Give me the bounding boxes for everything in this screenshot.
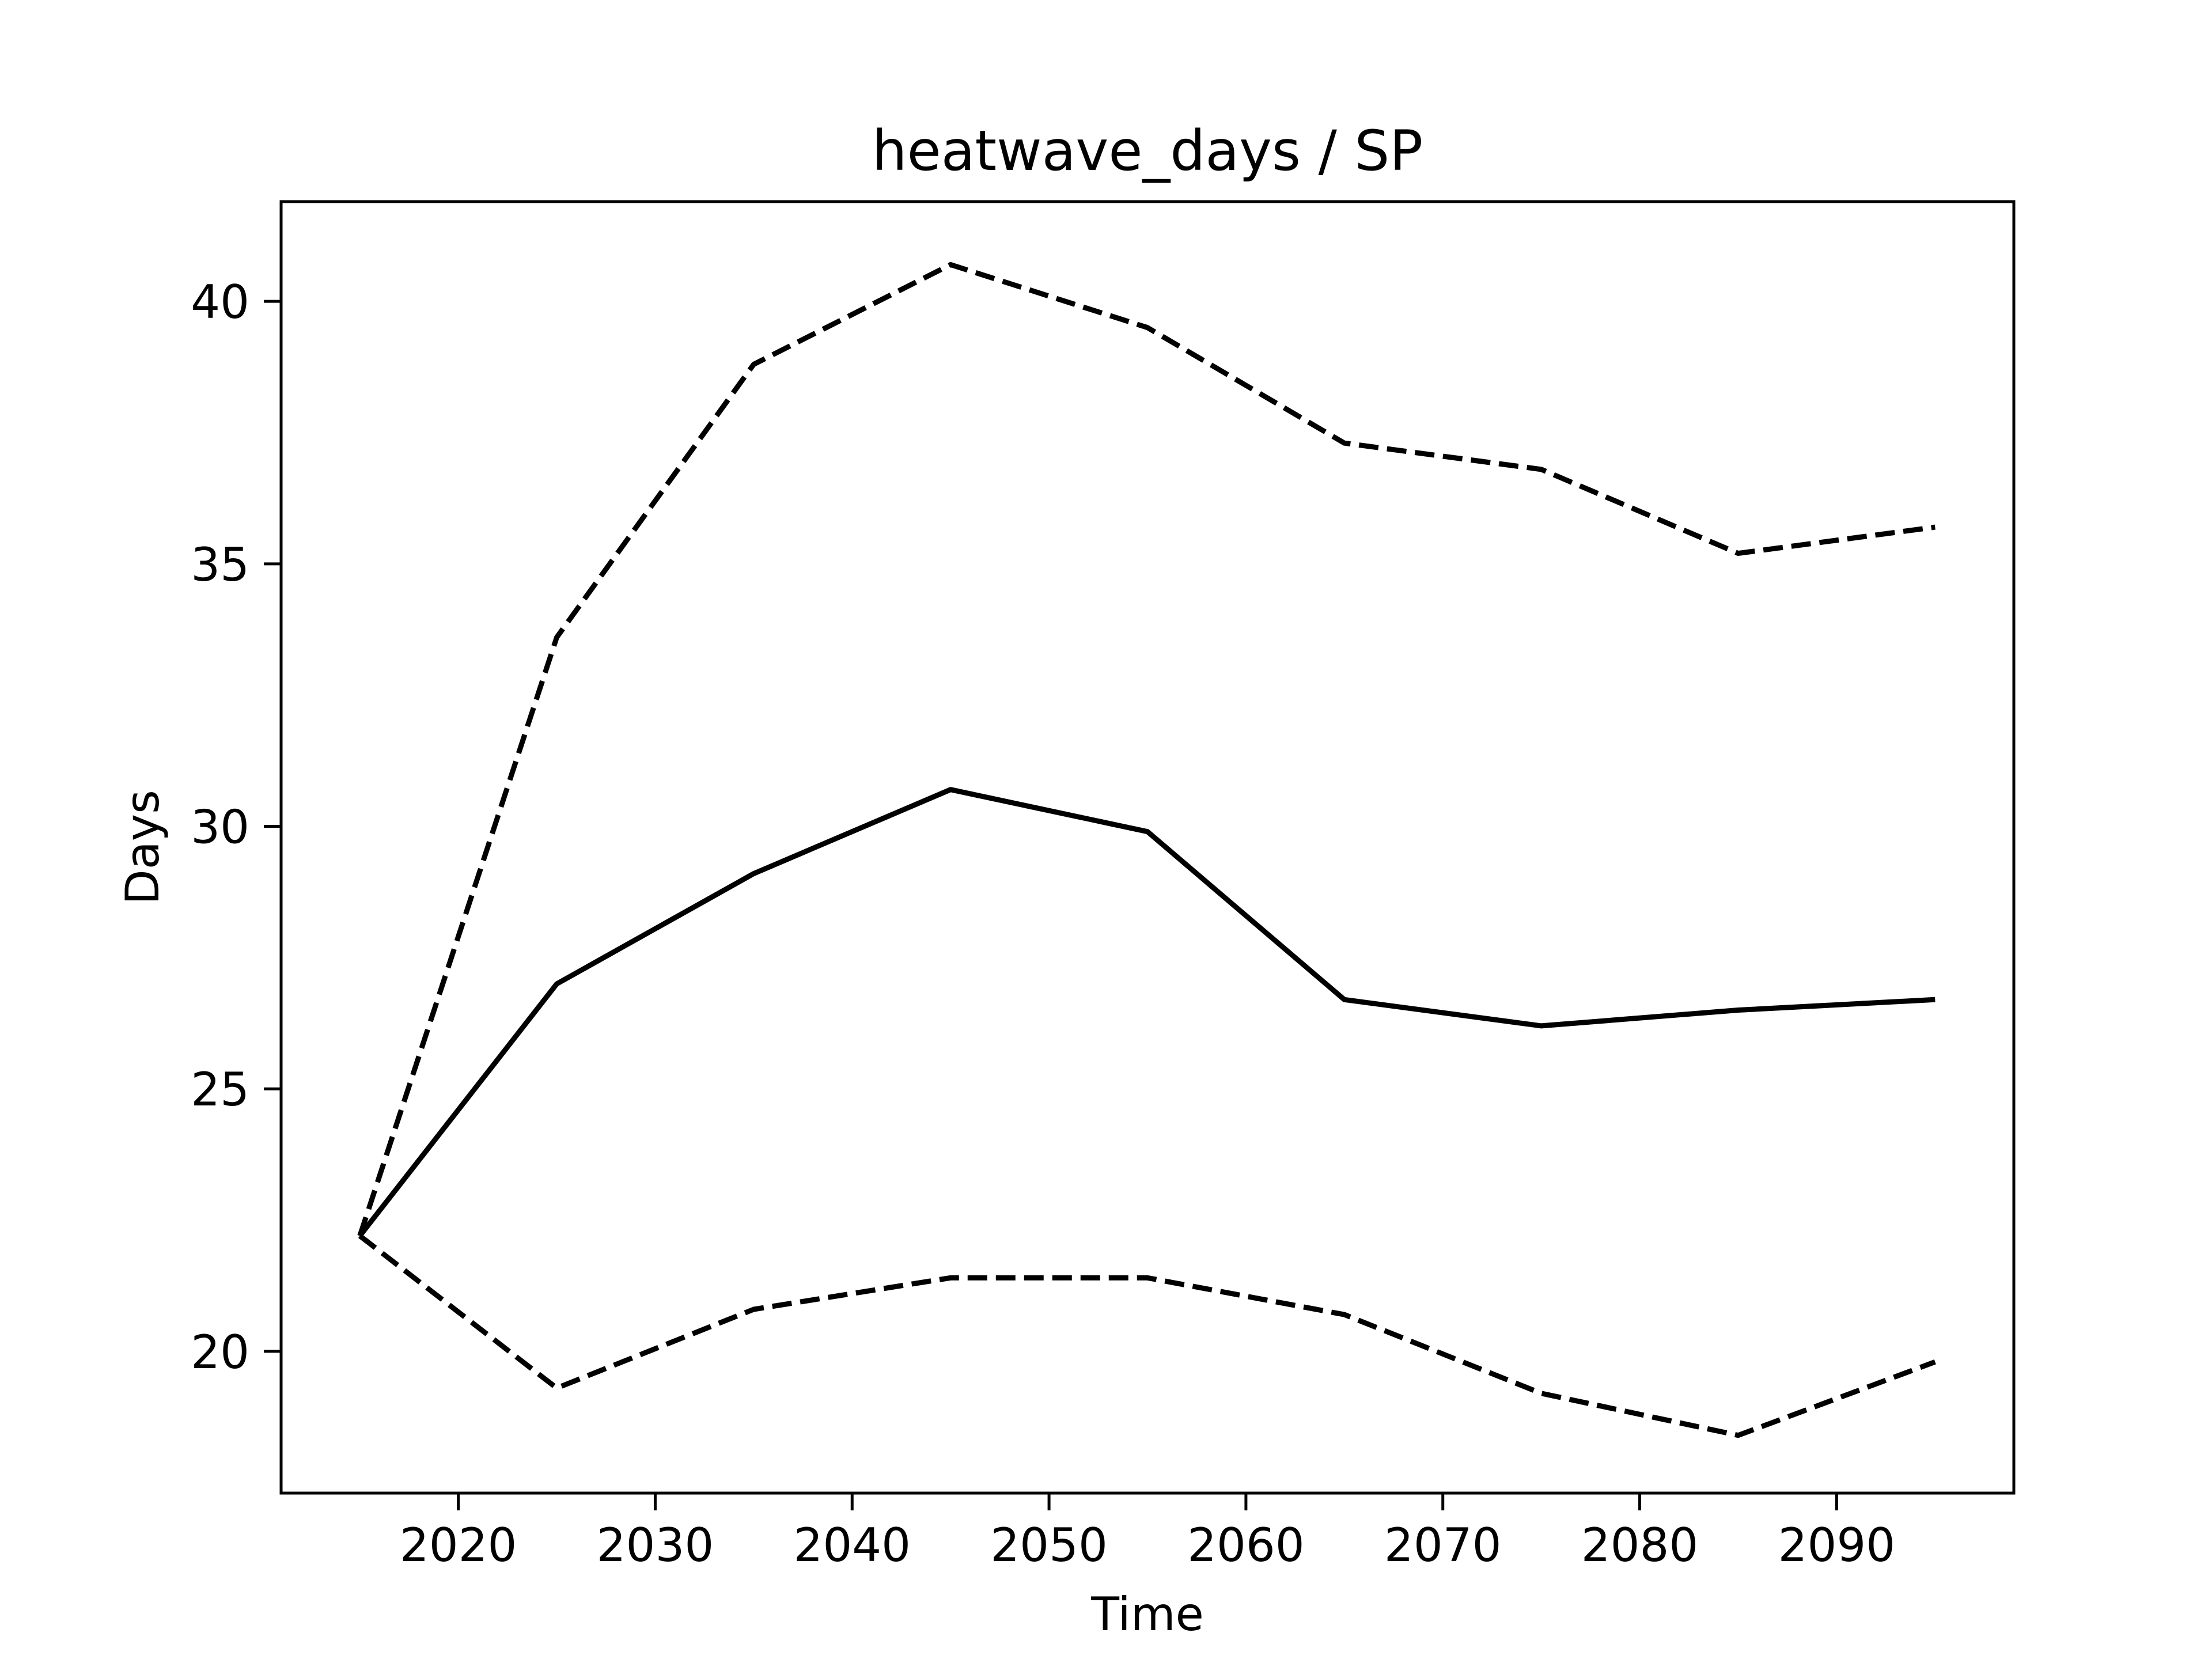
dashed-series-line-2: [358, 1233, 1936, 1438]
x-tick-label: 2050: [990, 1518, 1108, 1572]
dashed-series-line-1: [357, 262, 1936, 1237]
x-tick-label: 2070: [1384, 1518, 1502, 1572]
y-tick-label: 40: [191, 275, 249, 329]
x-tick-label: 2020: [400, 1518, 517, 1572]
chart-title: heatwave_days / SP: [872, 119, 1423, 183]
x-tick-label: 2060: [1187, 1518, 1305, 1572]
x-tick-label: 2040: [793, 1518, 911, 1572]
x-tick-label: 2080: [1581, 1518, 1699, 1572]
y-tick-label: 20: [191, 1325, 249, 1379]
y-tick-label: 30: [191, 801, 249, 854]
x-axis: 2020 2030 2040 2050 2060 2070 2080 2090: [400, 1493, 1895, 1572]
y-tick-label: 25: [191, 1063, 249, 1116]
series-layer: [357, 262, 1936, 1438]
x-tick-label: 2030: [597, 1518, 714, 1572]
y-axis: 20 25 30 35 40: [191, 275, 281, 1379]
y-axis-label: Days: [116, 790, 169, 905]
plot-frame: [279, 200, 2016, 1495]
x-axis-label: Time: [1090, 1588, 1204, 1641]
solid-series-line-0: [358, 787, 1936, 1238]
y-tick-label: 35: [191, 538, 249, 592]
x-tick-label: 2090: [1778, 1518, 1896, 1572]
